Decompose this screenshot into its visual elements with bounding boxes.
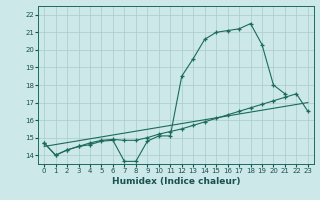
X-axis label: Humidex (Indice chaleur): Humidex (Indice chaleur): [112, 177, 240, 186]
